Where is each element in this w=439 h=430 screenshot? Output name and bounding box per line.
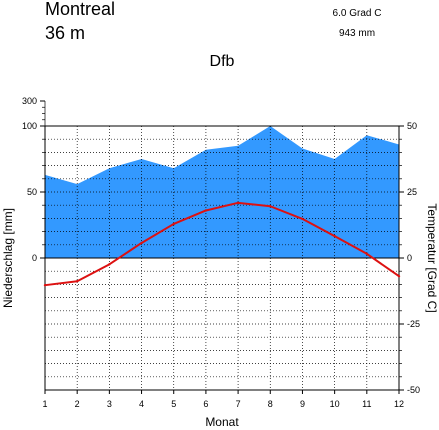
month-tick-label: 7 (236, 399, 241, 409)
temp-tick-label: -50 (407, 385, 420, 395)
precip-tick-label: 300 (22, 96, 37, 106)
left-axis-label: Niederschlag [mm] (1, 208, 15, 308)
month-tick-label: 11 (362, 399, 371, 409)
precip-tick-label: 100 (22, 121, 37, 131)
temperature-point (333, 234, 336, 238)
temperature-point (140, 241, 143, 245)
temperature-point (365, 252, 369, 255)
precip-tick-label: 0 (32, 253, 37, 263)
precip-tick-label: 50 (27, 187, 37, 197)
temp-tick-label: 25 (407, 187, 417, 197)
annual-precipitation-label: 943 mm (339, 28, 375, 39)
temperature-point (397, 275, 401, 278)
temperature-point (269, 205, 272, 208)
climate-class-label: Dfb (210, 53, 235, 70)
temperature-point (108, 263, 111, 266)
month-tick-label: 2 (75, 399, 80, 409)
temp-tick-label: -25 (407, 319, 420, 329)
temperature-point (43, 283, 47, 287)
temperature-line (44, 201, 400, 287)
mean-temperature-label: 6.0 Grad C (333, 8, 382, 19)
temperature-point (204, 209, 208, 212)
temp-tick-label: 0 (407, 253, 412, 263)
month-tick-label: 4 (139, 399, 144, 409)
month-tick-label: 6 (203, 399, 208, 409)
temperature-point (75, 280, 79, 283)
month-tick-label: 8 (268, 399, 273, 409)
month-tick-label: 10 (330, 399, 340, 409)
station-name: Montreal (45, 0, 115, 19)
temp-tick-label: 50 (407, 121, 417, 131)
x-axis-label: Monat (205, 415, 239, 429)
right-axis-label: Temperatur [Grad C] (425, 203, 439, 312)
temperature-point (172, 222, 175, 226)
month-tick-label: 1 (42, 399, 47, 409)
month-tick-label: 5 (171, 399, 176, 409)
temperature-point (301, 217, 304, 221)
month-tick-label: 12 (394, 399, 404, 409)
month-tick-label: 9 (300, 399, 305, 409)
temperature-point (236, 201, 240, 205)
month-tick-label: 3 (107, 399, 112, 409)
station-elevation: 36 m (45, 23, 85, 43)
